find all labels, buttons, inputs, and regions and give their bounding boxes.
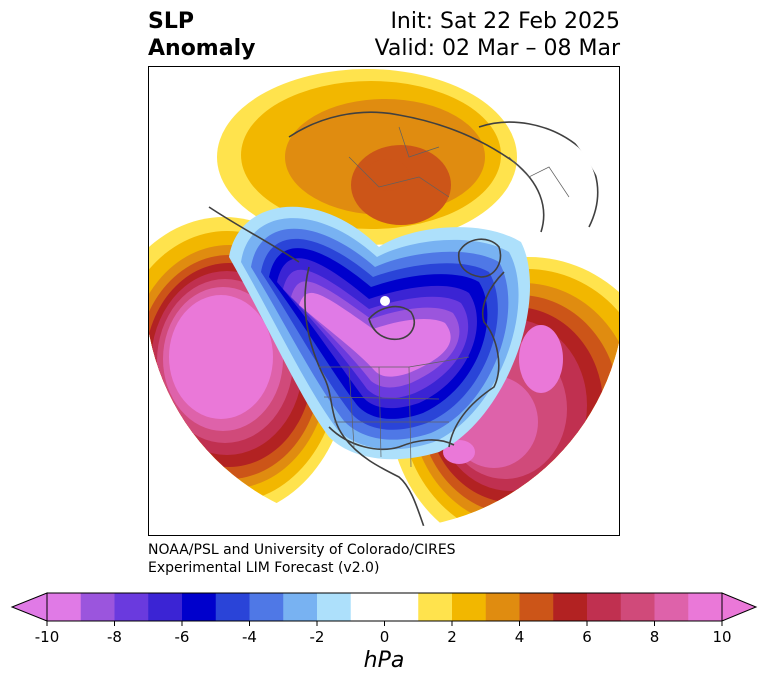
colorbar-segment	[452, 593, 487, 621]
colorbar-under-arrow	[10, 592, 48, 622]
colorbar-segment	[620, 593, 655, 621]
colorbar-tick-label: -2	[309, 628, 325, 646]
colorbar-segment	[114, 593, 149, 621]
map-panel	[148, 66, 620, 536]
colorbar-unit: hPa	[363, 648, 405, 673]
colorbar-tick-label: 8	[649, 628, 660, 646]
colorbar-tick-label: -8	[107, 628, 122, 646]
borders	[319, 126, 570, 468]
colorbar-segment	[654, 593, 689, 621]
colorbar-segment	[418, 593, 453, 621]
colorbar-segment	[215, 593, 250, 621]
colorbar-tick-label: 4	[514, 628, 525, 646]
colorbar-segment	[384, 593, 419, 621]
colorbar-tick-label: 10	[712, 628, 732, 646]
forecast-dates: Init: Sat 22 Feb 2025 Valid: 02 Mar – 08…	[375, 8, 620, 62]
colorbar-segment	[249, 593, 284, 621]
colorbar-segment	[317, 593, 352, 621]
credit-line-2: Experimental LIM Forecast (v2.0)	[148, 560, 380, 576]
slp-anomaly-map	[149, 69, 619, 529]
colorbar-tick-label: 0	[379, 628, 390, 646]
colorbar-tick-label: -10	[34, 628, 60, 646]
colorbar-segment	[283, 593, 318, 621]
init-date: Init: Sat 22 Feb 2025	[390, 9, 620, 34]
colorbar-segment	[148, 593, 183, 621]
colorbar-tick-label: -4	[242, 628, 257, 646]
colorbar-tick-label: 6	[582, 628, 592, 646]
colorbar-segment	[350, 593, 385, 621]
colorbar-segment	[587, 593, 622, 621]
credit-line-1: NOAA/PSL and University of Colorado/CIRE…	[148, 542, 456, 558]
colorbar	[10, 592, 758, 626]
colorbar-segment	[519, 593, 554, 621]
positive-anomaly-eurasia	[217, 69, 517, 245]
colorbar-ticks: -10 -8 -6 -4 -2 0 2 4 6 8 10	[0, 628, 768, 648]
map-title: SLP Anomaly	[148, 8, 255, 62]
colorbar-segment	[80, 593, 115, 621]
title-line-1: SLP	[148, 9, 194, 34]
colorbar-over-arrow	[721, 592, 758, 622]
colorbar-segment	[688, 593, 723, 621]
north-pole-marker	[380, 296, 390, 306]
colorbar-segment	[47, 593, 82, 621]
colorbar-tick-label: -6	[174, 628, 190, 646]
anomaly-field	[149, 69, 619, 529]
colorbar-segment	[485, 593, 520, 621]
colorbar-segment	[182, 593, 217, 621]
valid-range: Valid: 02 Mar – 08 Mar	[374, 36, 620, 61]
credit-text: NOAA/PSL and University of Colorado/CIRE…	[148, 541, 456, 577]
colorbar-segment	[553, 593, 588, 621]
colorbar-tick-label: 2	[447, 628, 457, 646]
title-line-2: Anomaly	[148, 36, 256, 61]
